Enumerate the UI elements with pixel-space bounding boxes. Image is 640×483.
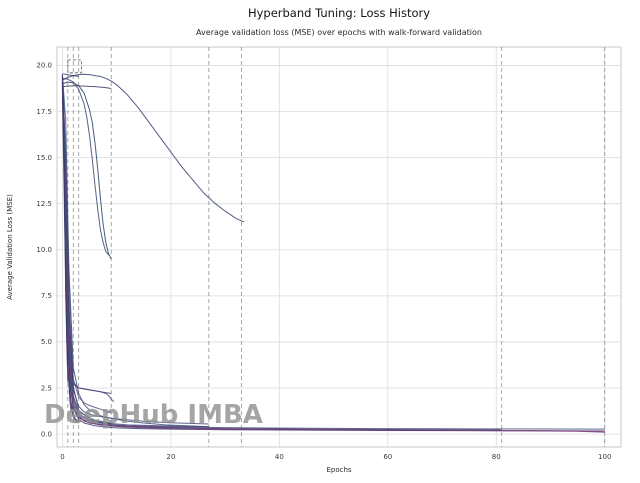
annotation-box bbox=[67, 59, 82, 74]
ytick-label: 2.5 bbox=[41, 384, 52, 392]
ytick-label: 15.0 bbox=[36, 154, 52, 162]
ytick-label: 20.0 bbox=[36, 62, 52, 70]
loss-curve-trial-drop-27a bbox=[61, 74, 209, 428]
xtick-label: 60 bbox=[383, 453, 392, 461]
ytick-label: 0.0 bbox=[41, 430, 52, 438]
xtick-label: 20 bbox=[166, 453, 175, 461]
loss-curve-trial-fast-81 bbox=[61, 87, 502, 431]
loss-curve-trial-purple-100 bbox=[61, 77, 605, 433]
loss-curve-trial-mid-9a bbox=[62, 81, 112, 260]
loss-curve-trial-band-10 bbox=[61, 85, 209, 425]
chart-subtitle: Average validation loss (MSE) over epoch… bbox=[196, 28, 482, 37]
chart-title: Hyperband Tuning: Loss History bbox=[247, 6, 431, 20]
loss-curve-trial-fast-100a bbox=[61, 80, 605, 432]
loss-curve-trial-band-15 bbox=[61, 80, 112, 414]
ytick-label: 12.5 bbox=[36, 200, 52, 208]
loss-curve-trial-slow-decay bbox=[62, 73, 245, 223]
plot-border bbox=[56, 46, 622, 448]
ytick-label: 17.5 bbox=[36, 108, 52, 116]
ytick-label: 5.0 bbox=[41, 338, 52, 346]
xtick-label: 0 bbox=[60, 453, 64, 461]
ytick-label: 10.0 bbox=[36, 246, 52, 254]
xtick-label: 100 bbox=[598, 453, 611, 461]
xtick-label: 40 bbox=[275, 453, 284, 461]
loss-curve-trial-teal-9 bbox=[61, 81, 112, 424]
loss-curve-trial-fast-27 bbox=[61, 81, 209, 428]
loss-curve-trial-fast-100b bbox=[61, 75, 605, 430]
ytick-label: 7.5 bbox=[41, 292, 52, 300]
y-axis-label: Average Validation Loss (MSE) bbox=[6, 194, 14, 300]
watermark: DeepHub IMBA bbox=[44, 400, 263, 430]
loss-curve-trial-magenta-100 bbox=[61, 82, 605, 432]
loss-curve-trial-flat-top-3 bbox=[62, 73, 79, 77]
xtick-label: 80 bbox=[492, 453, 501, 461]
loss-curve-trial-flat-top-9 bbox=[62, 85, 112, 89]
loss-curve-trial-fast-1 bbox=[61, 76, 69, 383]
x-axis-label: Epochs bbox=[326, 466, 351, 474]
loss-curve-trial-mid-9b bbox=[62, 77, 110, 256]
